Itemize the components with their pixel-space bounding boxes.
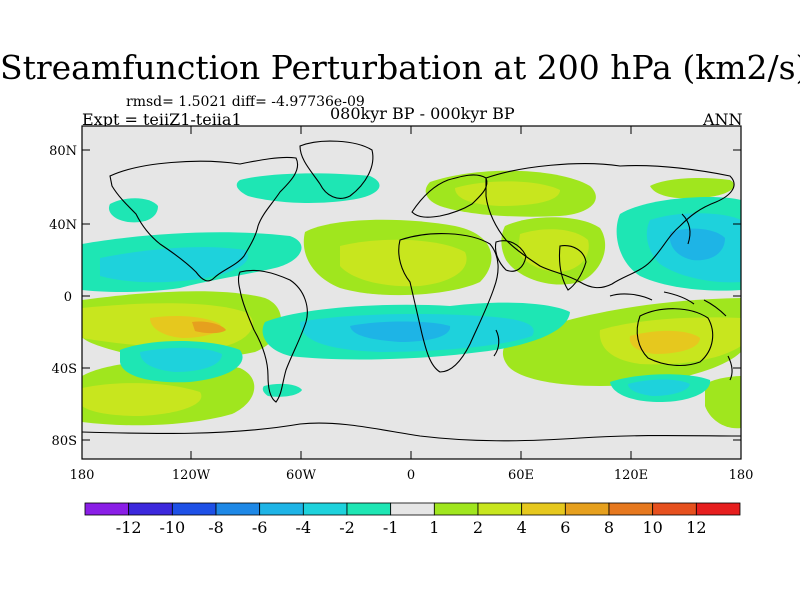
contour-negative-5 — [350, 321, 451, 342]
colorbar-label: 8 — [604, 518, 614, 537]
colorbar-label: 6 — [560, 518, 570, 537]
contour-negative-14 — [108, 198, 158, 223]
contour-positive-8 — [455, 181, 560, 206]
lon-label: 180 — [729, 468, 754, 483]
contour-negative-2 — [100, 247, 249, 283]
lon-label: 120E — [614, 468, 648, 483]
colorbar-box — [84, 502, 130, 516]
colorbar-label: -12 — [116, 518, 142, 537]
lat-label: 80N — [49, 144, 77, 159]
contour-positive-11 — [650, 178, 735, 199]
lat-label: 0 — [64, 290, 72, 305]
colorbar-box — [564, 502, 610, 516]
season-label: ANN — [703, 110, 743, 129]
contour-positive-4 — [192, 321, 226, 334]
coastline-antarctica — [82, 422, 741, 442]
colorbar-box — [302, 502, 348, 516]
coastline-australia — [636, 308, 714, 367]
coastline-south-america — [237, 269, 308, 403]
colorbar-label: -4 — [296, 518, 312, 537]
period-label: 080kyr BP - 000kyr BP — [330, 104, 515, 123]
chart-title: Streamfunction Perturbation at 200 hPa (… — [0, 48, 800, 87]
coastline-japan — [681, 213, 691, 245]
contour-negative-7 — [140, 347, 222, 372]
lon-tick-marks — [190, 126, 632, 459]
colorbar-box — [215, 502, 261, 516]
coastline-greenland — [299, 140, 374, 199]
colorbar-box — [171, 502, 217, 516]
contour-positive-10 — [518, 229, 589, 272]
map-panel: 80N 40N 0 40S 80S 180 120W 60W 0 60E 120… — [49, 125, 754, 483]
lon-label: 180 — [70, 468, 95, 483]
colorbar-labels: -12 -10 -8 -6 -4 -2 -1 1 2 4 6 8 10 12 — [116, 518, 707, 537]
stats-line: rmsd= 1.5021 diff= -4.97736e-09 — [126, 94, 365, 110]
coastline-arabia — [494, 240, 527, 272]
coastlines — [82, 140, 741, 442]
coastline-madagascar — [493, 329, 500, 357]
contour-positive-16 — [82, 383, 202, 416]
coastline-india — [558, 245, 587, 291]
colorbar-label: -10 — [159, 518, 185, 537]
colorbar — [84, 502, 741, 516]
lat-label: 40N — [49, 218, 77, 233]
lat-label: 40S — [52, 362, 77, 377]
coastline-europe — [411, 174, 488, 218]
lon-label: 60E — [508, 468, 534, 483]
colorbar-box — [259, 502, 304, 516]
colorbar-box — [128, 502, 173, 516]
colorbar-box — [608, 502, 654, 516]
coastline-asia — [485, 163, 735, 289]
colorbar-box — [652, 502, 697, 516]
lon-label: 120W — [172, 468, 211, 483]
lon-labels: 180 120W 60W 0 60E 120E 180 — [70, 468, 754, 483]
colorbar-label: 10 — [642, 518, 662, 537]
colorbar-label: 1 — [429, 518, 439, 537]
lat-label: 80S — [52, 434, 77, 449]
coastline-islands — [609, 291, 727, 317]
contour-positive-6 — [340, 239, 467, 287]
contour-positive-14 — [629, 330, 700, 354]
colorbar-label: -8 — [208, 518, 224, 537]
contour-negative-12 — [628, 379, 690, 396]
contour-negative-13 — [236, 173, 380, 203]
colorbar-box — [477, 502, 523, 516]
lon-label: 60W — [286, 468, 317, 483]
coastline-north-america — [109, 156, 298, 282]
contour-positive-17 — [705, 376, 741, 429]
colorbar-box — [521, 502, 566, 516]
colorbar-label: 12 — [686, 518, 706, 537]
contour-negative-10 — [669, 228, 725, 261]
colorbar-box — [433, 502, 479, 516]
colorbar-box — [390, 502, 435, 516]
contour-negative-15 — [262, 383, 302, 397]
lat-labels: 80N 40N 0 40S 80S — [49, 144, 77, 449]
coastline-africa — [398, 233, 499, 373]
experiment-label: Expt = teiiZ1-teiia1 — [82, 110, 242, 129]
colorbar-label: 2 — [473, 518, 483, 537]
colorbar-label: -6 — [252, 518, 268, 537]
colorbar-box — [695, 502, 741, 516]
colorbar-label: -2 — [339, 518, 355, 537]
lat-tick-marks — [82, 149, 741, 441]
coastline-new-zealand — [727, 355, 733, 381]
colorbar-label: 4 — [517, 518, 527, 537]
colorbar-box — [346, 502, 392, 516]
lon-label: 0 — [407, 468, 415, 483]
contour-field — [82, 170, 741, 429]
colorbar-label: -1 — [383, 518, 399, 537]
